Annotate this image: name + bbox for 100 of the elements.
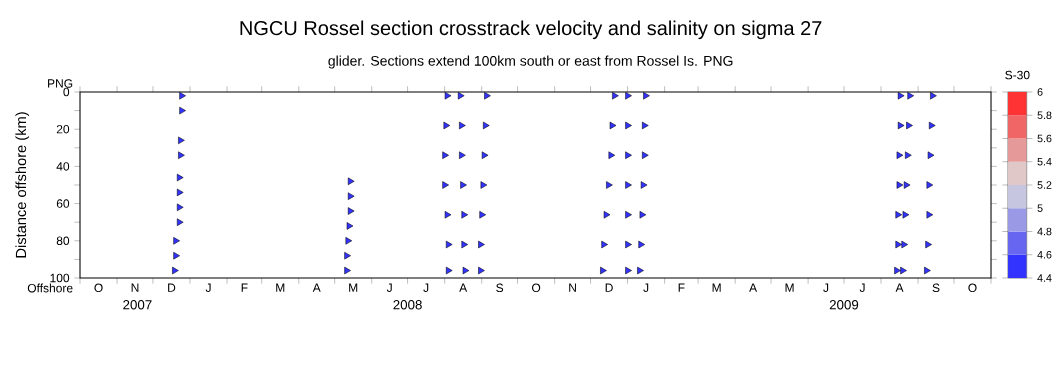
text: O — [94, 283, 103, 293]
text: A — [459, 283, 468, 292]
text: Offshore — [27, 283, 73, 293]
text: N — [569, 283, 576, 292]
point — [897, 121, 905, 130]
point — [625, 151, 632, 159]
text: J — [643, 283, 649, 292]
point — [625, 121, 632, 130]
y-tick-label: 40 — [56, 162, 70, 171]
point — [344, 251, 351, 260]
point — [642, 121, 649, 130]
point — [481, 151, 489, 159]
color-bar-label: 5.6 — [1037, 134, 1052, 143]
text: J — [423, 283, 429, 292]
point — [925, 240, 932, 249]
point — [461, 211, 469, 219]
text: M — [712, 283, 721, 292]
point — [907, 91, 914, 100]
point — [442, 151, 449, 159]
point — [462, 266, 470, 275]
point — [347, 192, 355, 200]
text: A — [895, 283, 904, 292]
color-bar-label: 5.2 — [1037, 181, 1052, 189]
point — [625, 211, 632, 219]
point — [173, 237, 180, 245]
text: S — [932, 283, 940, 293]
point — [442, 181, 449, 189]
point — [895, 240, 903, 249]
point — [625, 266, 632, 275]
text: F — [241, 283, 248, 292]
point — [606, 181, 613, 189]
point — [642, 151, 649, 159]
point — [600, 266, 607, 275]
point — [346, 222, 354, 230]
point — [637, 266, 644, 275]
chart-title: NGCU Rossel section crosstrack velocity and salinity on sigma 27 — [240, 20, 822, 40]
text: J — [386, 283, 392, 292]
point — [176, 218, 184, 226]
color-bar-label: 4.6 — [1037, 250, 1052, 259]
point — [443, 121, 451, 130]
point — [178, 136, 185, 145]
point — [903, 181, 911, 189]
x-tick-label: 2008 — [393, 300, 422, 310]
point — [173, 251, 180, 260]
point — [444, 211, 452, 219]
point — [345, 237, 353, 245]
point — [643, 91, 650, 100]
point — [483, 121, 490, 130]
text: O — [968, 283, 977, 293]
color-bar-label: 5.4 — [1037, 158, 1052, 166]
point — [926, 181, 934, 189]
point — [927, 151, 935, 159]
point — [625, 181, 632, 189]
y-axis-title: Distance offshore (km) — [15, 112, 30, 258]
point — [461, 240, 469, 249]
point — [484, 91, 491, 100]
point — [347, 207, 355, 215]
text: J — [205, 283, 211, 292]
point — [601, 240, 608, 249]
point — [480, 181, 488, 189]
text: D — [168, 283, 176, 292]
point — [176, 203, 184, 212]
text: M — [349, 283, 358, 292]
point — [926, 211, 934, 219]
point — [625, 91, 632, 100]
point — [924, 266, 931, 275]
text: A — [312, 283, 321, 292]
color-bar-label: 4.8 — [1037, 227, 1052, 236]
point — [930, 91, 937, 100]
point — [625, 240, 632, 249]
point — [894, 266, 901, 275]
text: M — [276, 283, 285, 292]
color-bar-label: 5 — [1037, 204, 1043, 212]
text: J — [823, 283, 829, 292]
point — [603, 211, 611, 219]
point — [179, 91, 186, 100]
point — [459, 121, 466, 130]
point — [902, 211, 910, 219]
point — [895, 211, 903, 219]
point — [479, 211, 486, 219]
text: O — [532, 283, 541, 293]
text: F — [678, 283, 685, 292]
y-tick-label: 60 — [56, 199, 70, 208]
point — [445, 266, 453, 275]
point — [900, 266, 907, 275]
point — [176, 173, 184, 182]
point — [344, 266, 351, 275]
point — [640, 181, 648, 189]
text: N — [131, 283, 139, 292]
point — [639, 211, 647, 219]
point — [347, 177, 355, 186]
point — [896, 181, 904, 189]
point — [176, 188, 184, 197]
x-tick-label: 2009 — [829, 300, 859, 310]
point — [478, 240, 485, 249]
chart-subtitle: glider. Sections extend 100km south or east from Rossel Is. PNG — [328, 55, 733, 69]
y-tick-label: 80 — [56, 236, 70, 246]
point — [478, 266, 485, 275]
color-bar-label: 4.4 — [1037, 274, 1052, 282]
point — [905, 151, 912, 159]
